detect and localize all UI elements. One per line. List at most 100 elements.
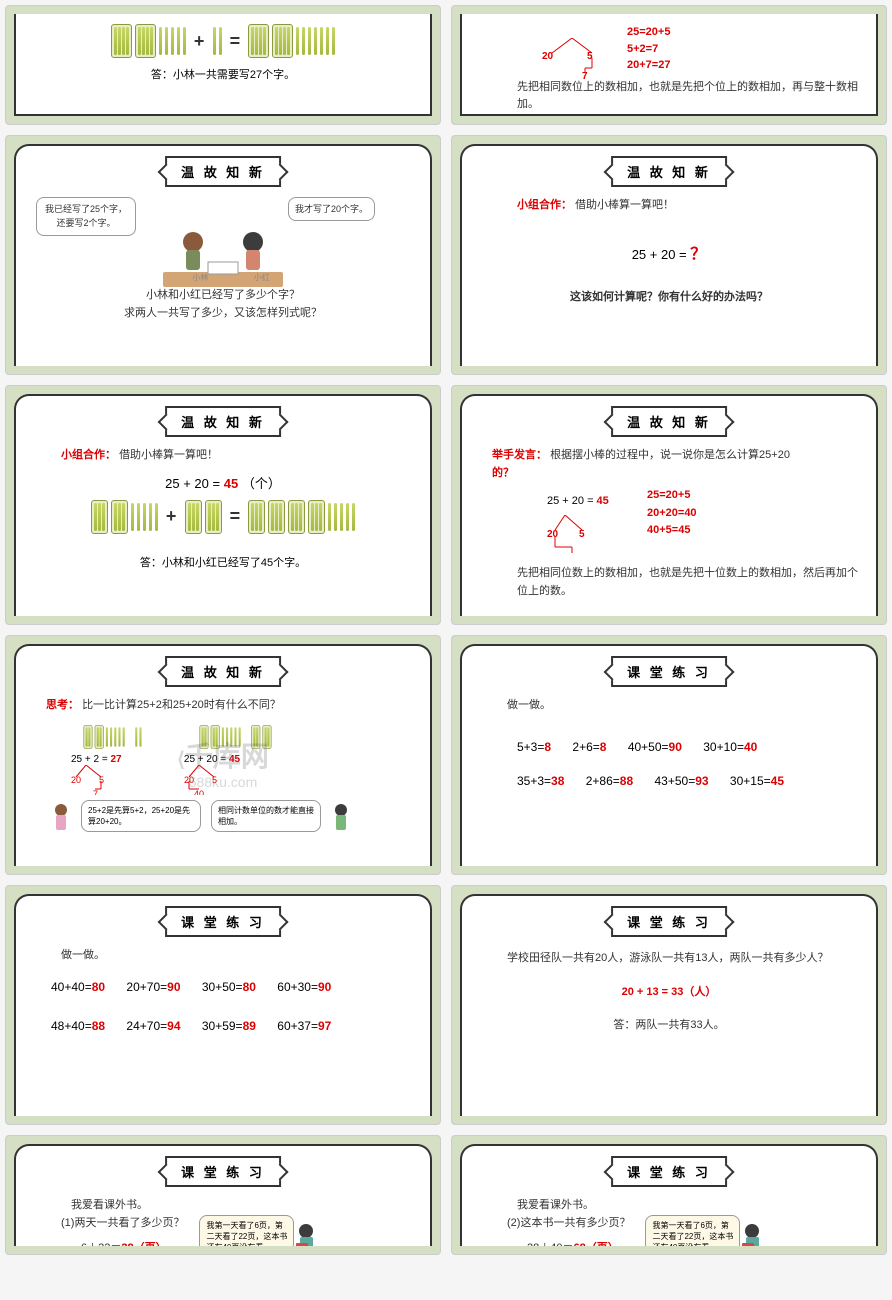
slide-11: 课 堂 练 习 我爱看课外书。 (1)两天一共看了多少页？ 6＋22＝28（页）… — [5, 1135, 441, 1255]
calc-line: 5+2=7 — [627, 41, 670, 58]
tree-val: 20 — [547, 529, 559, 540]
equation: 25 + 20 = — [165, 476, 224, 491]
intro-text: 我爱看课外书。 — [31, 1197, 415, 1215]
slide-6: 温 故 知 新 举手发言： 根据摆小棒的过程中，说一说你是怎么计算25+20 的… — [451, 385, 887, 625]
question-text: (1)两天一共看了多少页？ — [61, 1215, 184, 1233]
problem-text: 学校田径队一共有20人，游泳队一共有13人，两队一共有多少人？ — [477, 947, 861, 969]
kid-reading-icon — [294, 1223, 319, 1246]
calc-line: 40+5=45 — [647, 522, 697, 540]
math-q: 30+50= — [202, 980, 243, 994]
math-a: 8 — [544, 740, 551, 754]
speech-bubble: 我第一天看了6页，第二天看了22页，这本书还有40页没有看。 — [199, 1215, 294, 1246]
label-text: 小组合作： — [517, 199, 572, 211]
label-text: 举手发言： — [492, 449, 547, 461]
question-text: (2)这本书一共有多少页？ — [507, 1215, 630, 1233]
result: 28（页） — [121, 1242, 166, 1246]
question-mark: ？ — [690, 246, 706, 263]
math-a: 90 — [669, 740, 682, 754]
prompt-text: 借助小棒算一算吧！ — [575, 199, 674, 211]
prompt-text: 的？ — [492, 467, 514, 479]
svg-text:7: 7 — [93, 789, 98, 795]
sticks-visual: + = — [31, 500, 415, 534]
title-badge: 温 故 知 新 — [165, 156, 281, 187]
equation: 6＋22＝ — [81, 1242, 121, 1246]
speech-bubble: 相同计数单位的数才能直接相加。 — [211, 800, 321, 832]
slide-2: 20 5 7 25=20+5 5+2=7 20+7=27 先把相同数位上的数相加… — [451, 5, 887, 125]
speech-bubble: 我才写了20个字。 — [288, 197, 375, 221]
math-q: 2+86= — [586, 774, 620, 788]
title-badge: 温 故 知 新 — [165, 406, 281, 437]
slide-8: 课 堂 练 习 做一做。 5+3=8 2+6=8 40+50=90 30+10=… — [451, 635, 887, 875]
math-row: 48+40=88 24+70=94 30+59=89 60+37=97 — [31, 1019, 415, 1033]
math-q: 30+59= — [202, 1019, 243, 1033]
prompt-text: 比一比计算25+2和25+20时有什么不同？ — [82, 699, 281, 711]
slide-4: 温 故 知 新 小组合作： 借助小棒算一算吧！ 25 + 20 = ？ 这该如何… — [451, 135, 887, 375]
slide-1: + = 答：小林一共需要写27个字。 — [5, 5, 441, 125]
tree-sum: 7 — [582, 70, 588, 84]
title-badge: 课 堂 练 习 — [611, 1156, 727, 1187]
slide-7: 温 故 知 新 思考： 比一比计算25+2和25+20时有什么不同？ 25 + … — [5, 635, 441, 875]
kid-name: 小红 — [254, 272, 270, 285]
explain-text: 先把相同位数上的数相加，也就是先把十位数上的数相加，然后再加个位上的数。 — [477, 565, 861, 600]
math-q: 60+37= — [277, 1019, 318, 1033]
math-row: 40+40=80 20+70=90 30+50=80 60+30=90 — [31, 980, 415, 994]
title-badge: 温 故 知 新 — [611, 156, 727, 187]
svg-text:20: 20 — [71, 775, 81, 785]
math-a: 38 — [551, 774, 564, 788]
tree-right: 5 — [587, 50, 593, 64]
result: 68（页） — [573, 1242, 618, 1246]
label-text: 做一做。 — [31, 947, 415, 965]
math-a: 97 — [318, 1019, 331, 1033]
answer-text: 答：两队一共有33人。 — [477, 1017, 861, 1035]
math-q: 5+3= — [517, 740, 544, 754]
slide-12: 课 堂 练 习 我爱看课外书。 (2)这本书一共有多少页？ 28＋40＝68（页… — [451, 1135, 887, 1255]
math-a: 8 — [600, 740, 607, 754]
watermark-url: 588ku.com — [189, 774, 257, 790]
question-text: 这该如何计算呢？你有什么好的办法吗？ — [477, 289, 861, 307]
result: 45 — [597, 495, 609, 507]
explain-text: 先把相同数位上的数相加，也就是先把个位上的数相加，再与整十数相加。 — [477, 79, 861, 114]
math-row: 5+3=8 2+6=8 40+50=90 30+10=40 — [477, 740, 861, 754]
math-q: 40+50= — [628, 740, 669, 754]
title-badge: 课 堂 练 习 — [611, 906, 727, 937]
math-a: 40 — [744, 740, 757, 754]
result: 45 — [229, 754, 240, 765]
slide-3: 温 故 知 新 我已经写了25个字，还要写2个字。 我才写了20个字。 小林 小… — [5, 135, 441, 375]
calc-line: 25=20+5 — [647, 487, 697, 505]
math-q: 30+10= — [703, 740, 744, 754]
kid-name: 小林 — [192, 272, 208, 285]
speech-bubble: 我第一天看了6页，第二天看了22页，这本书还有40页没有看。 — [645, 1215, 740, 1246]
question-text: 求两人一共写了多少，又该怎样列式呢？ — [31, 305, 415, 323]
math-q: 2+6= — [572, 740, 599, 754]
tree-left: 20 — [542, 50, 553, 64]
slide-9: 课 堂 练 习 做一做。 40+40=80 20+70=90 30+50=80 … — [5, 885, 441, 1125]
kid-reading-icon — [740, 1223, 765, 1246]
kids-illustration — [153, 222, 293, 292]
unit: （个） — [242, 476, 281, 491]
speech-bubble: 我已经写了25个字，还要写2个字。 — [36, 197, 136, 236]
intro-text: 我爱看课外书。 — [477, 1197, 861, 1215]
math-a: 89 — [243, 1019, 256, 1033]
svg-text:5: 5 — [99, 775, 104, 785]
sticks-visual: + = — [31, 24, 415, 58]
math-a: 45 — [771, 774, 784, 788]
math-a: 93 — [695, 774, 708, 788]
math-q: 35+3= — [517, 774, 551, 788]
equals-icon: = — [230, 31, 241, 51]
math-q: 48+40= — [51, 1019, 92, 1033]
boy-icon — [331, 802, 351, 832]
prompt-text: 根据摆小棒的过程中，说一说你是怎么计算25+20 — [550, 449, 790, 461]
math-a: 88 — [620, 774, 633, 788]
title-badge: 课 堂 练 习 — [611, 656, 727, 687]
math-q: 40+40= — [51, 980, 92, 994]
label-text: 小组合作： — [61, 449, 116, 461]
slide-grid: + = 答：小林一共需要写27个字。 — [5, 5, 887, 1255]
math-q: 43+50= — [655, 774, 696, 788]
math-a: 90 — [167, 980, 180, 994]
answer-text: 答：小林一共需要写27个字。 — [31, 66, 415, 82]
calc-line: 20+20=40 — [647, 505, 697, 523]
math-a: 90 — [318, 980, 331, 994]
plus-icon: + — [194, 31, 205, 51]
equation: 25 + 20 = — [184, 754, 229, 765]
title-badge: 温 故 知 新 — [611, 406, 727, 437]
